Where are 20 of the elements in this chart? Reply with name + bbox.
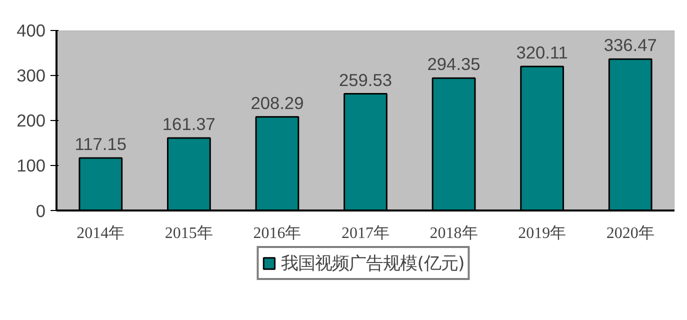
- data-label: 294.35: [427, 54, 480, 74]
- x-tick-label: 2018年: [430, 224, 478, 242]
- x-tick-label: 2014年: [76, 224, 125, 242]
- x-tick-label: 2015年: [164, 224, 213, 242]
- data-label: 336.47: [604, 35, 657, 56]
- data-label: 117.15: [74, 134, 127, 154]
- y-tick-label: 100: [16, 156, 46, 176]
- data-label: 161.37: [162, 114, 216, 134]
- y-tick-label: 0: [36, 200, 46, 221]
- data-label: 259.53: [339, 70, 392, 90]
- legend-label: 我国视频广告规模(亿元): [281, 253, 465, 275]
- x-tick-label: 2019年: [518, 224, 566, 242]
- y-tick-label: 300: [16, 66, 46, 86]
- y-tick-label: 400: [16, 20, 46, 40]
- x-tick-label: 2020年: [606, 224, 654, 242]
- y-tick-label: 200: [16, 110, 46, 131]
- x-tick-label: 2017年: [342, 224, 390, 242]
- data-label: 320.11: [516, 42, 568, 63]
- x-tick-label: 2016年: [253, 224, 302, 242]
- data-label: 208.29: [250, 92, 304, 113]
